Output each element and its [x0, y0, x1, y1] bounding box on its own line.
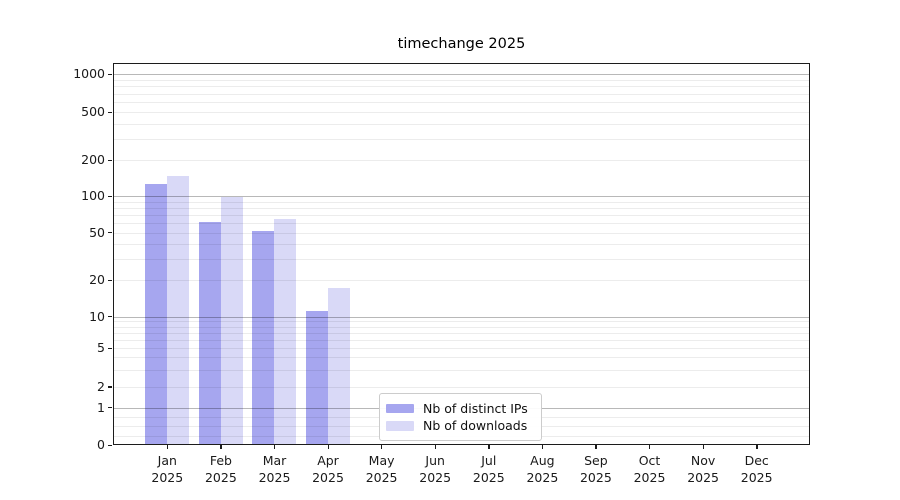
bar-distinct-ips: [145, 184, 168, 444]
y-tick-mark: [108, 444, 112, 446]
gridline-minor: [114, 79, 809, 81]
y-tick-mark: [108, 232, 112, 234]
legend-swatch-downloads: [386, 421, 414, 431]
gridline-minor: [114, 138, 809, 140]
x-tick-label: Jul 2025: [472, 453, 505, 485]
x-tick-label: Dec 2025: [740, 453, 773, 485]
gridline-minor: [114, 112, 809, 113]
gridline-minor: [114, 222, 809, 224]
y-tick-mark: [108, 386, 112, 388]
gridline-minor: [114, 259, 809, 260]
y-tick-label: 20: [89, 272, 105, 287]
x-tick-mark: [488, 445, 490, 449]
gridline-minor: [114, 160, 809, 161]
legend-item-downloads: Nb of downloads: [386, 418, 535, 435]
legend-swatch-distinct-ips: [386, 403, 414, 413]
legend: Nb of distinct IPs Nb of downloads: [379, 393, 542, 441]
chart-title: timechange 2025: [397, 36, 526, 52]
x-tick-label: Aug 2025: [526, 453, 559, 485]
x-tick-mark: [434, 445, 437, 449]
bar-downloads: [328, 287, 351, 444]
x-tick-label: Nov 2025: [687, 453, 719, 485]
gridline-minor: [114, 321, 809, 323]
x-tick-mark: [756, 445, 758, 449]
gridline-minor: [114, 244, 809, 246]
y-tick-mark: [108, 316, 112, 318]
y-tick-label: 500: [81, 104, 105, 119]
gridline-major: [114, 316, 809, 318]
legend-label: Nb of distinct IPs: [423, 400, 528, 416]
gridline-minor: [114, 214, 809, 216]
x-tick-mark: [702, 445, 704, 449]
bar-distinct-ips: [252, 230, 275, 444]
gridline-minor: [114, 386, 809, 388]
y-tick-mark: [108, 159, 112, 161]
y-tick-label: 50: [89, 224, 105, 240]
bar-downloads: [220, 197, 243, 444]
gridline-minor: [114, 357, 809, 359]
x-tick-mark: [274, 445, 276, 449]
gridline-minor: [114, 93, 809, 95]
gridline-minor: [114, 332, 809, 334]
gridline-minor: [114, 232, 809, 234]
bar-downloads: [167, 176, 190, 444]
gridline-minor: [114, 102, 809, 103]
x-tick-mark: [595, 445, 597, 449]
bars-layer: [114, 64, 809, 444]
y-tick-mark: [108, 111, 112, 113]
y-tick-label: 0: [97, 437, 105, 452]
legend-item-distinct-ips: Nb of distinct IPs: [386, 400, 535, 417]
bar-downloads: [274, 218, 297, 444]
gridline-minor: [114, 326, 809, 328]
bar-distinct-ips: [198, 221, 221, 444]
x-tick-label: Feb 2025: [204, 453, 237, 485]
x-tick-label: May 2025: [365, 453, 398, 485]
gridline-minor: [114, 86, 809, 88]
gridline-major: [114, 74, 809, 75]
y-tick-mark: [108, 347, 112, 349]
gridline-minor: [114, 123, 809, 125]
gridline-major: [114, 196, 809, 197]
y-tick-label: 10: [89, 308, 105, 324]
y-tick-mark: [108, 407, 112, 409]
y-tick-label: 2: [97, 378, 105, 394]
y-tick-label: 1: [97, 399, 105, 415]
x-tick-label: Jan 2025: [151, 453, 184, 485]
x-tick-label: Mar 2025: [258, 453, 291, 485]
x-tick-mark: [649, 445, 651, 449]
gridline-minor: [114, 369, 809, 371]
x-tick-label: Apr 2025: [312, 453, 344, 485]
legend-label: Nb of downloads: [423, 418, 528, 434]
y-tick-mark: [108, 195, 112, 197]
x-tick-label: Oct 2025: [633, 453, 666, 485]
bar-distinct-ips: [306, 310, 329, 444]
grid-layer: [114, 64, 809, 444]
x-tick-mark: [381, 445, 383, 449]
x-tick-mark: [166, 445, 169, 449]
y-tick-label: 100: [81, 188, 105, 203]
x-tick-label: Sep 2025: [579, 453, 612, 485]
gridline-minor: [114, 339, 809, 341]
x-tick-mark: [541, 445, 544, 449]
gridline-minor: [114, 348, 809, 349]
x-tick-label: Jun 2025: [419, 453, 452, 485]
y-tick-mark: [108, 279, 112, 281]
y-tick-mark: [108, 73, 112, 75]
gridline-minor: [114, 207, 809, 209]
y-tick-label: 5: [97, 340, 105, 355]
y-tick-label: 1000: [73, 66, 105, 81]
gridline-minor: [114, 280, 809, 281]
plot-area: [113, 63, 810, 445]
x-tick-mark: [327, 445, 329, 449]
y-tick-label: 200: [81, 152, 105, 167]
x-tick-mark: [220, 445, 222, 449]
gridline-minor: [114, 201, 809, 203]
